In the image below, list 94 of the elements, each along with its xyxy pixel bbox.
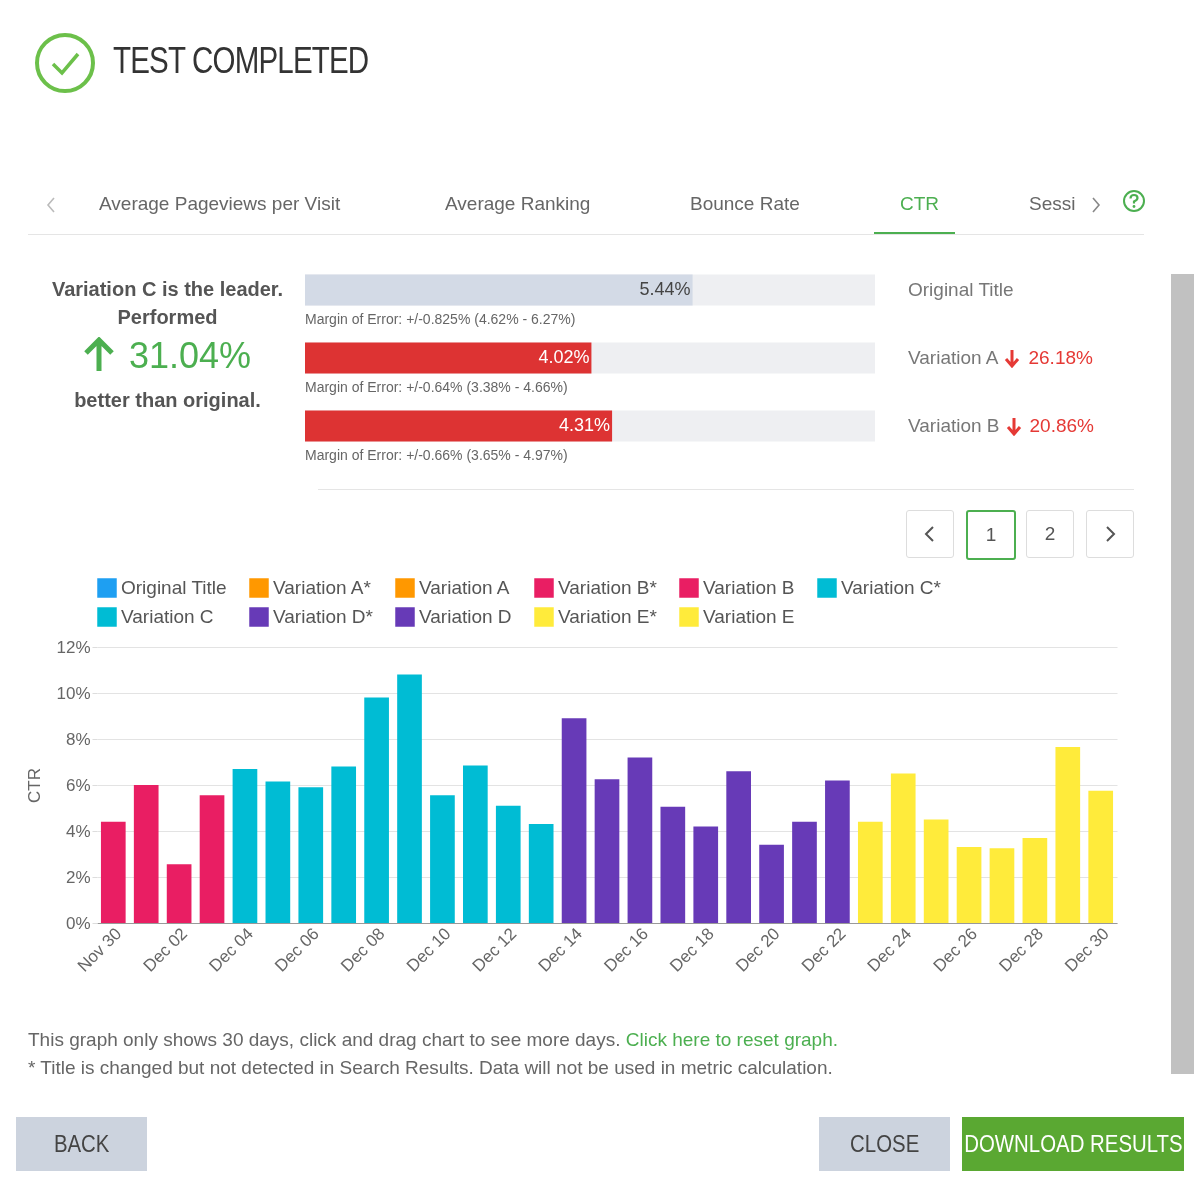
text: Average Pageviews per Visit — [99, 193, 341, 215]
category-label: Original Title — [908, 279, 1014, 300]
x-tick-label: Dec 30 — [1061, 924, 1113, 976]
text: 31.04% — [129, 335, 252, 377]
annotation: Margin of Error: +/-0.825% (4.62% - 6.27%) — [305, 311, 576, 327]
legend-label: Original Title — [121, 577, 227, 598]
annotation: Margin of Error: +/-0.64% (3.38% - 4.66%) — [305, 379, 568, 395]
bar — [693, 826, 719, 923]
x-tick-label: Dec 20 — [732, 924, 784, 976]
bar — [265, 781, 291, 923]
text: 20.86% — [1029, 415, 1094, 437]
bar — [792, 821, 817, 923]
bar — [627, 757, 653, 923]
category-label: Variation A — [908, 347, 999, 368]
bar — [561, 718, 587, 923]
bar — [956, 847, 982, 923]
text: Variation C is the leader. — [50, 278, 285, 301]
legend-label: Variation E — [703, 606, 795, 627]
bar — [660, 806, 686, 923]
text: better than original. — [73, 389, 262, 412]
bar — [166, 864, 192, 923]
bar — [298, 787, 324, 923]
bar — [100, 821, 126, 923]
bar — [364, 697, 389, 923]
legend-label: Variation A* — [273, 577, 372, 598]
bar — [528, 824, 554, 923]
bar — [726, 771, 751, 923]
x-tick-label: Dec 08 — [337, 924, 389, 976]
y-axis-title: CTR — [25, 768, 45, 803]
text: This graph only shows 30 days, click and drag chart to see more days. — [28, 1029, 622, 1050]
bar — [1022, 837, 1048, 923]
legend-label: Variation C* — [841, 577, 942, 598]
y-tick-label: 8% — [65, 729, 91, 749]
bar — [890, 773, 916, 923]
y-tick-label: 6% — [65, 775, 91, 795]
y-tick-label: 2% — [65, 867, 91, 887]
text: Bounce Rate — [690, 193, 800, 215]
x-tick-label: Dec 06 — [271, 924, 323, 976]
text: DOWNLOAD RESULTS — [963, 1130, 1183, 1158]
legend-label: Variation D* — [273, 606, 374, 627]
text: TEST COMPLETED — [113, 40, 369, 82]
legend-label: Variation B — [703, 577, 795, 598]
data-label: 4.31% — [559, 415, 611, 435]
y-tick-label: 10% — [56, 683, 91, 703]
legend-label: Variation B* — [558, 577, 658, 598]
text: * Title is changed but not detected in Search Results. Data will not be used in metric calculation. — [28, 1056, 834, 1080]
text: CLOSE — [849, 1130, 920, 1158]
category-label: Variation B — [908, 415, 1000, 436]
text: 1 — [966, 510, 1016, 560]
y-tick-label: 12% — [56, 637, 91, 657]
bar — [495, 805, 521, 923]
text: 2 — [1026, 510, 1074, 558]
x-tick-label: Dec 18 — [666, 924, 718, 976]
x-tick-label: Dec 22 — [797, 924, 850, 976]
text: Click here to reset graph. — [625, 1029, 839, 1050]
data-label: 5.44% — [639, 279, 691, 299]
x-tick-label: Dec 10 — [402, 924, 455, 976]
data-label: 4.02% — [538, 347, 590, 367]
x-tick-label: Dec 26 — [929, 924, 982, 976]
text: Average Ranking — [445, 193, 591, 215]
text: CTR — [900, 193, 940, 215]
bar — [759, 844, 784, 923]
legend-label: Variation C — [121, 606, 214, 627]
bar — [232, 768, 258, 923]
bar — [133, 785, 159, 923]
bar — [594, 779, 620, 923]
x-tick-label: Dec 14 — [534, 924, 587, 976]
bar — [331, 766, 357, 923]
x-tick-label: Dec 16 — [600, 924, 652, 976]
x-tick-label: Dec 04 — [205, 924, 257, 976]
bar — [397, 674, 422, 923]
bar — [1055, 747, 1081, 923]
x-tick-label: Dec 28 — [995, 924, 1047, 976]
text: 26.18% — [1028, 347, 1093, 369]
bar — [430, 795, 455, 923]
y-tick-label: 4% — [65, 821, 91, 841]
annotation: Margin of Error: +/-0.66% (3.65% - 4.97%) — [305, 447, 568, 463]
legend-label: Variation E* — [558, 606, 658, 627]
bar — [463, 765, 488, 923]
text: Performed — [116, 306, 219, 329]
bar — [989, 848, 1015, 923]
legend-label: Variation A — [419, 577, 510, 598]
x-tick-label: Dec 24 — [863, 924, 916, 976]
bar — [825, 780, 850, 923]
text: BACK — [53, 1130, 110, 1158]
bar — [199, 795, 225, 923]
x-tick-label: Dec 12 — [468, 924, 521, 976]
bar — [1088, 790, 1114, 923]
bar — [923, 819, 949, 923]
bar — [857, 821, 883, 923]
y-tick-label: 0% — [65, 913, 91, 933]
legend-label: Variation D — [419, 606, 512, 627]
text: Sessi — [1029, 193, 1076, 215]
x-tick-label: Dec 02 — [139, 924, 192, 976]
